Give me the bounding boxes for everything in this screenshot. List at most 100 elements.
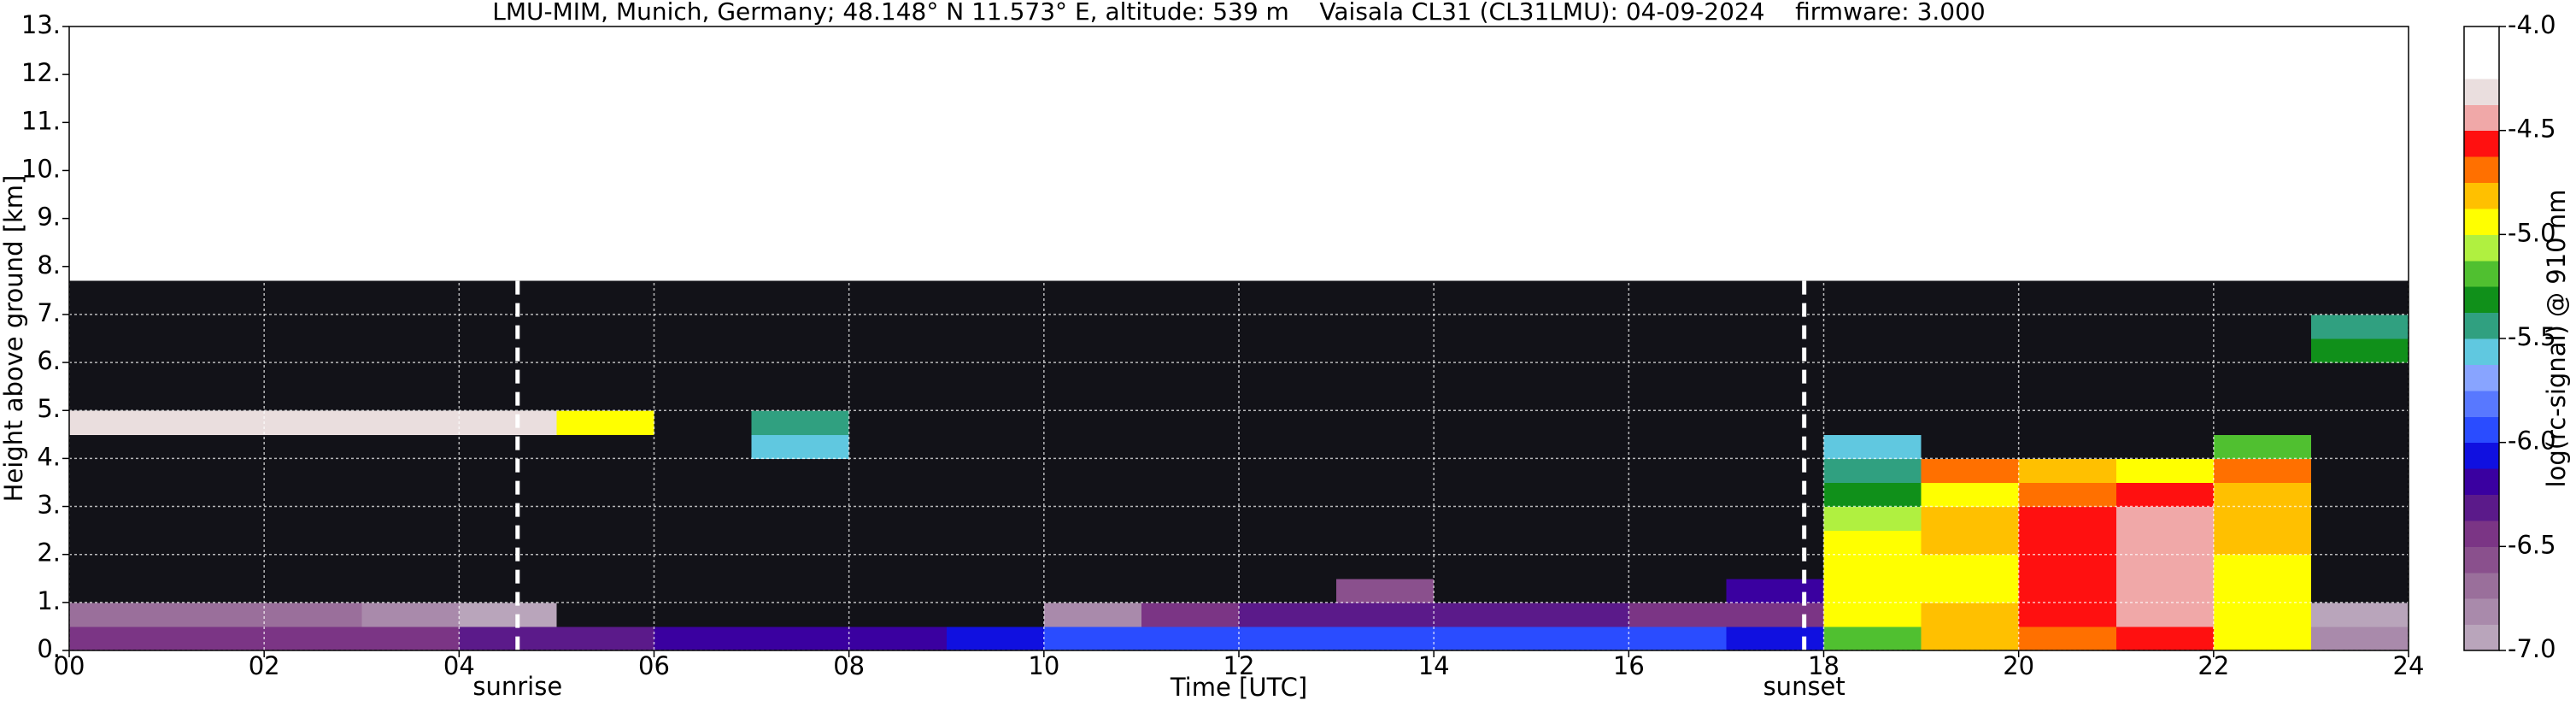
heatmap-cell — [459, 482, 557, 508]
heatmap-cell — [946, 506, 1045, 532]
heatmap-cell — [1239, 434, 1337, 459]
heatmap-cell — [1434, 626, 1532, 651]
heatmap-cell — [1043, 626, 1142, 651]
heatmap-cell — [2310, 280, 2409, 291]
heatmap-cell — [167, 290, 265, 315]
heatmap-cell — [946, 290, 1045, 315]
heatmap-cell — [1239, 506, 1337, 532]
heatmap-cell — [264, 458, 362, 483]
heatmap-cell — [1726, 410, 1824, 435]
x-tick-label: 24 — [2393, 651, 2425, 680]
heatmap-cell — [1141, 458, 1240, 483]
heatmap-cell — [1921, 362, 2020, 387]
heatmap-cell — [2213, 482, 2312, 508]
heatmap-cell — [1141, 290, 1240, 315]
heatmap-cell — [1434, 602, 1532, 627]
heatmap-cell — [1043, 362, 1142, 387]
x-tick-label: 04 — [443, 651, 475, 680]
heatmap-cell — [1043, 506, 1142, 532]
heatmap-cell — [848, 578, 948, 603]
heatmap-cell — [2018, 362, 2117, 387]
heatmap-cell — [1726, 530, 1824, 556]
heatmap-cell — [2018, 386, 2117, 411]
heatmap-cell — [946, 386, 1045, 411]
heatmap-cell — [459, 410, 557, 435]
heatmap-cell — [1921, 602, 2020, 627]
heatmap-cell — [361, 410, 460, 435]
y-tick-label: 11. — [21, 106, 61, 135]
heatmap-cell — [1726, 458, 1824, 483]
heatmap-cell — [69, 410, 167, 435]
heatmap-cell — [2115, 482, 2215, 508]
heatmap-cell — [654, 626, 753, 651]
heatmap-cell — [2018, 290, 2117, 315]
heatmap-cell — [459, 362, 557, 387]
heatmap-cell — [946, 602, 1045, 627]
heatmap-cell — [1141, 386, 1240, 411]
heatmap-cell — [1336, 554, 1435, 580]
heatmap-cell — [2213, 578, 2312, 603]
heatmap-cell — [556, 410, 654, 435]
heatmap-cell — [654, 458, 753, 483]
heatmap-cell — [2310, 626, 2409, 651]
heatmap-cell — [69, 386, 167, 411]
heatmap-cell — [848, 434, 948, 459]
heatmap-cell — [946, 362, 1045, 387]
heatmap-cell — [1141, 530, 1240, 556]
colorbar-swatch — [2464, 130, 2499, 157]
heatmap-cell — [1336, 362, 1435, 387]
y-tick-label: 7. — [37, 298, 61, 327]
heatmap-cell — [654, 338, 753, 363]
chart-title: LMU-MIM, Munich, Germany; 48.148° N 11.5… — [492, 0, 1986, 26]
heatmap-cell — [1823, 314, 1922, 339]
heatmap-cell — [654, 410, 753, 435]
y-tick-label: 13. — [21, 10, 61, 39]
x-tick-label: 18 — [1808, 651, 1840, 680]
heatmap-cell — [1434, 482, 1532, 508]
heatmap-cell — [69, 482, 167, 508]
heatmap-cell — [848, 602, 948, 627]
colorbar-swatch — [2464, 468, 2499, 495]
heatmap-cell — [848, 314, 948, 339]
heatmap-cell — [1043, 482, 1142, 508]
heatmap-cell — [654, 482, 753, 508]
heatmap-cell — [1726, 554, 1824, 580]
heatmap-cell — [361, 280, 460, 291]
heatmap-cell — [751, 386, 850, 411]
colorbar-swatch — [2464, 416, 2499, 444]
heatmap-cell — [946, 338, 1045, 363]
x-tick-label: 20 — [2003, 651, 2034, 680]
heatmap-cell — [2213, 280, 2312, 291]
x-axis-label: Time [UTC] — [1170, 673, 1307, 702]
heatmap-cell — [1239, 482, 1337, 508]
colorbar-swatch — [2464, 572, 2499, 599]
heatmap-cell — [459, 314, 557, 339]
heatmap-cell — [2310, 410, 2409, 435]
y-tick-label: 0. — [37, 634, 61, 663]
heatmap-cell — [264, 482, 362, 508]
heatmap-cell — [2310, 458, 2409, 483]
heatmap-cell — [1043, 290, 1142, 315]
heatmap-cell — [1336, 386, 1435, 411]
heatmap-cell — [264, 362, 362, 387]
heatmap-cell — [1823, 280, 1922, 291]
heatmap-cell — [1434, 458, 1532, 483]
heatmap-cell — [264, 506, 362, 532]
heatmap-cell — [361, 554, 460, 580]
heatmap-cell — [1434, 362, 1532, 387]
heatmap-cell — [1531, 554, 1629, 580]
colorbar-swatch — [2464, 312, 2499, 339]
heatmap-cell — [459, 458, 557, 483]
heatmap-cell — [946, 280, 1045, 291]
y-tick-label: 2. — [37, 538, 61, 568]
heatmap-cell — [2018, 506, 2117, 532]
heatmap-cell — [1043, 458, 1142, 483]
heatmap-cell — [2310, 434, 2409, 459]
heatmap-cell — [1043, 602, 1142, 627]
heatmap-cell — [848, 290, 948, 315]
heatmap-cell — [2115, 290, 2215, 315]
x-tick-label: 16 — [1613, 651, 1645, 680]
heatmap-cell — [1336, 578, 1435, 603]
heatmap-cell — [69, 362, 167, 387]
heatmap-cell — [1043, 554, 1142, 580]
